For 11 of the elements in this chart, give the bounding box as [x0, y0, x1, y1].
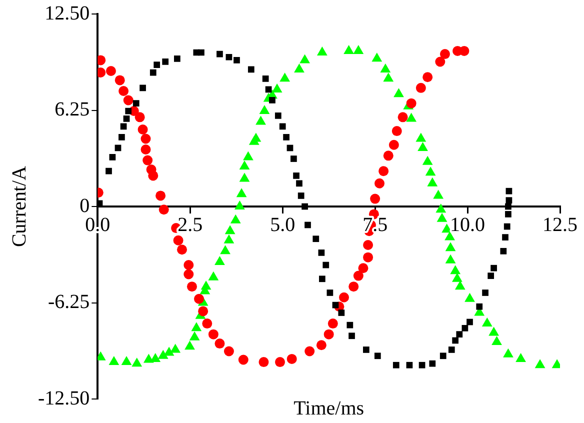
y-tick-label: -12.50: [38, 387, 90, 410]
y-tick-label: -6.25: [48, 291, 90, 313]
y-tick-label: 0: [80, 194, 90, 217]
x-tick-label: 12.5: [542, 214, 578, 236]
x-tick-label: 10.0: [450, 214, 486, 236]
y-tick-label: 12.50: [44, 2, 90, 24]
y-axis-title: Current/A: [8, 165, 30, 248]
x-axis-title: Time/ms: [294, 397, 364, 420]
y-tick-label: 6.25: [54, 98, 90, 120]
x-tick-label: 5.0: [270, 214, 296, 236]
x-tick-label: 2.5: [178, 214, 203, 236]
